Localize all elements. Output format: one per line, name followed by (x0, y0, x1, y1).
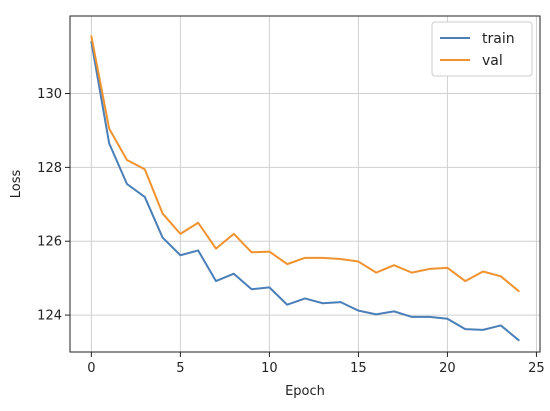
x-axis-label: Epoch (285, 384, 325, 399)
series-lines (90, 35, 520, 342)
y-tick-label-124: 124 (37, 309, 62, 324)
series-line-train (90, 40, 520, 342)
series-line-val (90, 35, 520, 293)
x-tick-label-20: 20 (439, 361, 456, 376)
x-tick-label-10: 10 (261, 361, 278, 376)
x-tick-label-15: 15 (350, 361, 367, 376)
legend-box (431, 21, 533, 77)
grid (70, 16, 540, 352)
y-axis-label: Loss (9, 170, 24, 199)
y-tick-label-128: 128 (37, 161, 62, 176)
x-tick-label-0: 0 (87, 361, 95, 376)
x-tick-label-25: 25 (528, 361, 545, 376)
y-tick-label-130: 130 (37, 87, 62, 102)
x-tick-label-5: 5 (176, 361, 184, 376)
legend: train val (431, 21, 533, 77)
y-tick-label-126: 126 (37, 235, 62, 250)
axis-ticks: 0 5 10 15 20 25 124 126 128 130 (37, 87, 545, 376)
plot-frame (69, 15, 541, 353)
legend-label-val: val (482, 53, 503, 69)
legend-label-train: train (482, 31, 515, 47)
